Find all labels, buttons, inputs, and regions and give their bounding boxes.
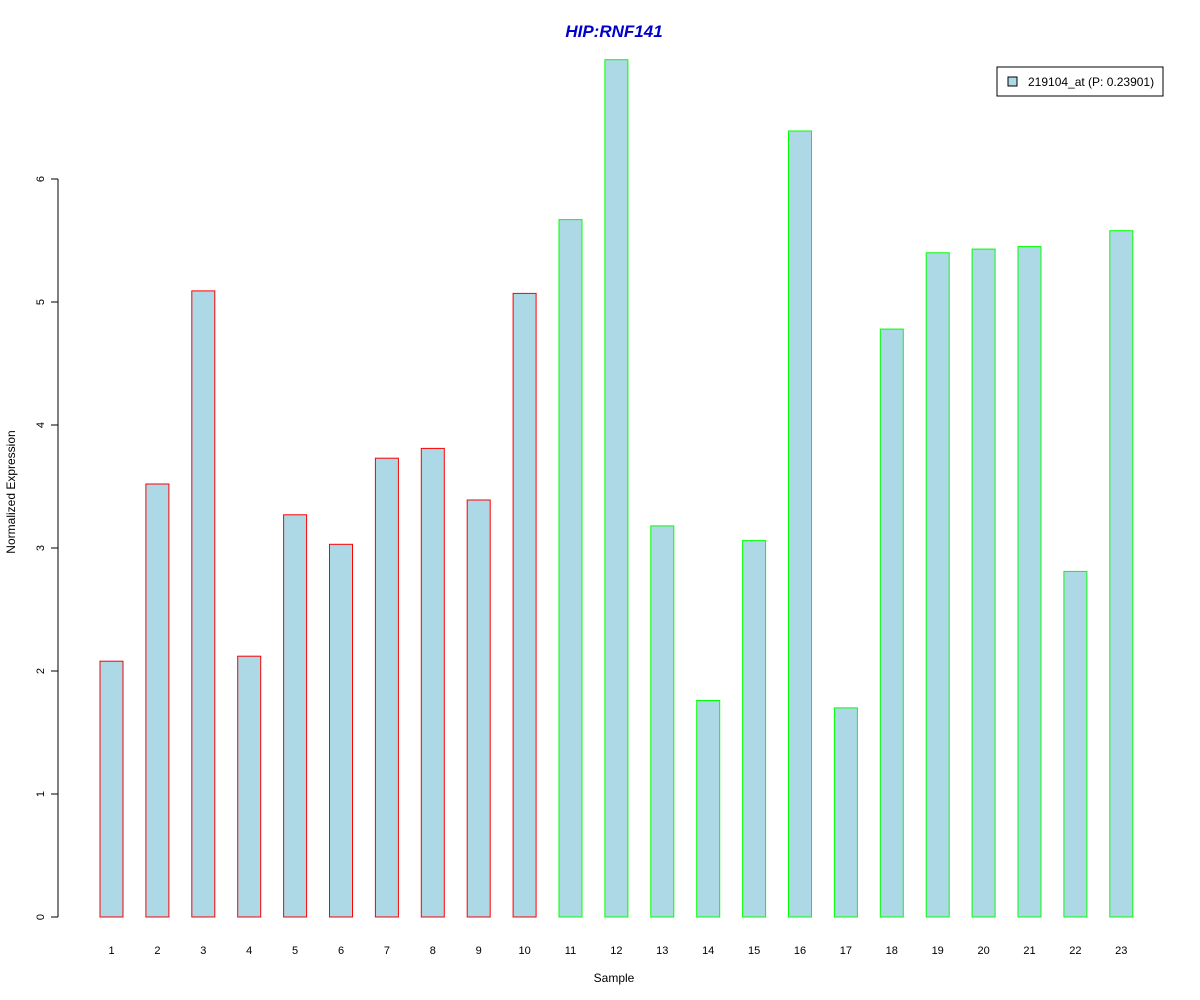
bar-sample-17 [833, 707, 858, 918]
x-tick-label: 15 [748, 945, 760, 957]
y-tick-label: 0 [35, 914, 47, 920]
x-tick-label: 14 [702, 945, 714, 957]
x-tick-label: 11 [565, 945, 576, 957]
bar-sample-13 [650, 525, 675, 918]
x-tick-label: 6 [338, 945, 344, 957]
bar-sample-23 [1109, 230, 1134, 918]
legend-label: 219104_at (P: 0.23901) [1028, 75, 1154, 89]
bar-sample-8 [420, 447, 445, 918]
bar-sample-10 [512, 292, 537, 918]
bar-sample-2 [145, 483, 170, 918]
x-tick-label: 22 [1069, 945, 1081, 957]
x-tick-label: 18 [886, 945, 898, 957]
bar-sample-18 [879, 328, 904, 918]
x-tick-label: 23 [1115, 945, 1127, 957]
bar-sample-21 [1017, 246, 1042, 918]
x-axis-tick-labels: 1 2 3 4 5 6 7 8 9 10 11 12 13 14 15 16 17 18 19 20 21 22 23 [108, 945, 1127, 957]
x-tick-label: 17 [840, 945, 852, 957]
legend-box [996, 66, 1164, 97]
y-tick-label: 6 [35, 176, 47, 182]
x-tick-label: 7 [384, 945, 390, 957]
x-tick-label: 5 [292, 945, 298, 957]
x-tick-label: 21 [1023, 945, 1035, 957]
x-tick-label: 2 [154, 945, 160, 957]
bar-sample-7 [374, 457, 399, 918]
x-tick-label: 12 [610, 945, 622, 957]
bar-sample-5 [283, 514, 308, 918]
x-tick-label: 9 [476, 945, 482, 957]
x-axis-title: Sample [594, 971, 635, 985]
x-tick-label: 3 [200, 945, 206, 957]
bar-sample-14 [696, 700, 721, 918]
x-tick-label: 19 [932, 945, 944, 957]
bar-sample-12 [604, 59, 629, 918]
bar-sample-11 [558, 219, 583, 918]
y-axis: 0 1 2 3 4 5 6 [35, 176, 59, 920]
legend-swatch [1007, 76, 1018, 87]
bar-sample-22 [1063, 570, 1088, 918]
x-tick-label: 1 [108, 945, 114, 957]
bar-sample-1 [99, 660, 124, 918]
bar-sample-4 [237, 655, 262, 918]
bar-sample-19 [925, 252, 950, 918]
y-tick-label: 4 [35, 422, 47, 428]
y-tick-label: 5 [35, 299, 47, 305]
y-tick-label: 1 [35, 791, 47, 797]
y-axis-title: Normalized Expression [4, 430, 18, 553]
bars [99, 59, 1134, 918]
y-tick-label: 2 [35, 668, 47, 674]
bar-sample-9 [466, 499, 491, 918]
x-tick-label: 8 [430, 945, 436, 957]
legend: 219104_at (P: 0.23901) [996, 66, 1164, 97]
bar-sample-3 [191, 290, 216, 918]
chart-title: HIP:RNF141 [565, 22, 662, 41]
x-tick-label: 4 [246, 945, 252, 957]
y-tick-label: 3 [35, 545, 47, 551]
bar-sample-15 [742, 540, 767, 918]
bar-sample-6 [329, 543, 353, 918]
bar-sample-16 [788, 130, 812, 918]
bar-sample-20 [971, 248, 996, 918]
x-tick-label: 20 [977, 945, 989, 957]
x-tick-label: 16 [794, 945, 806, 957]
x-tick-label: 10 [518, 945, 530, 957]
x-tick-label: 13 [656, 945, 668, 957]
